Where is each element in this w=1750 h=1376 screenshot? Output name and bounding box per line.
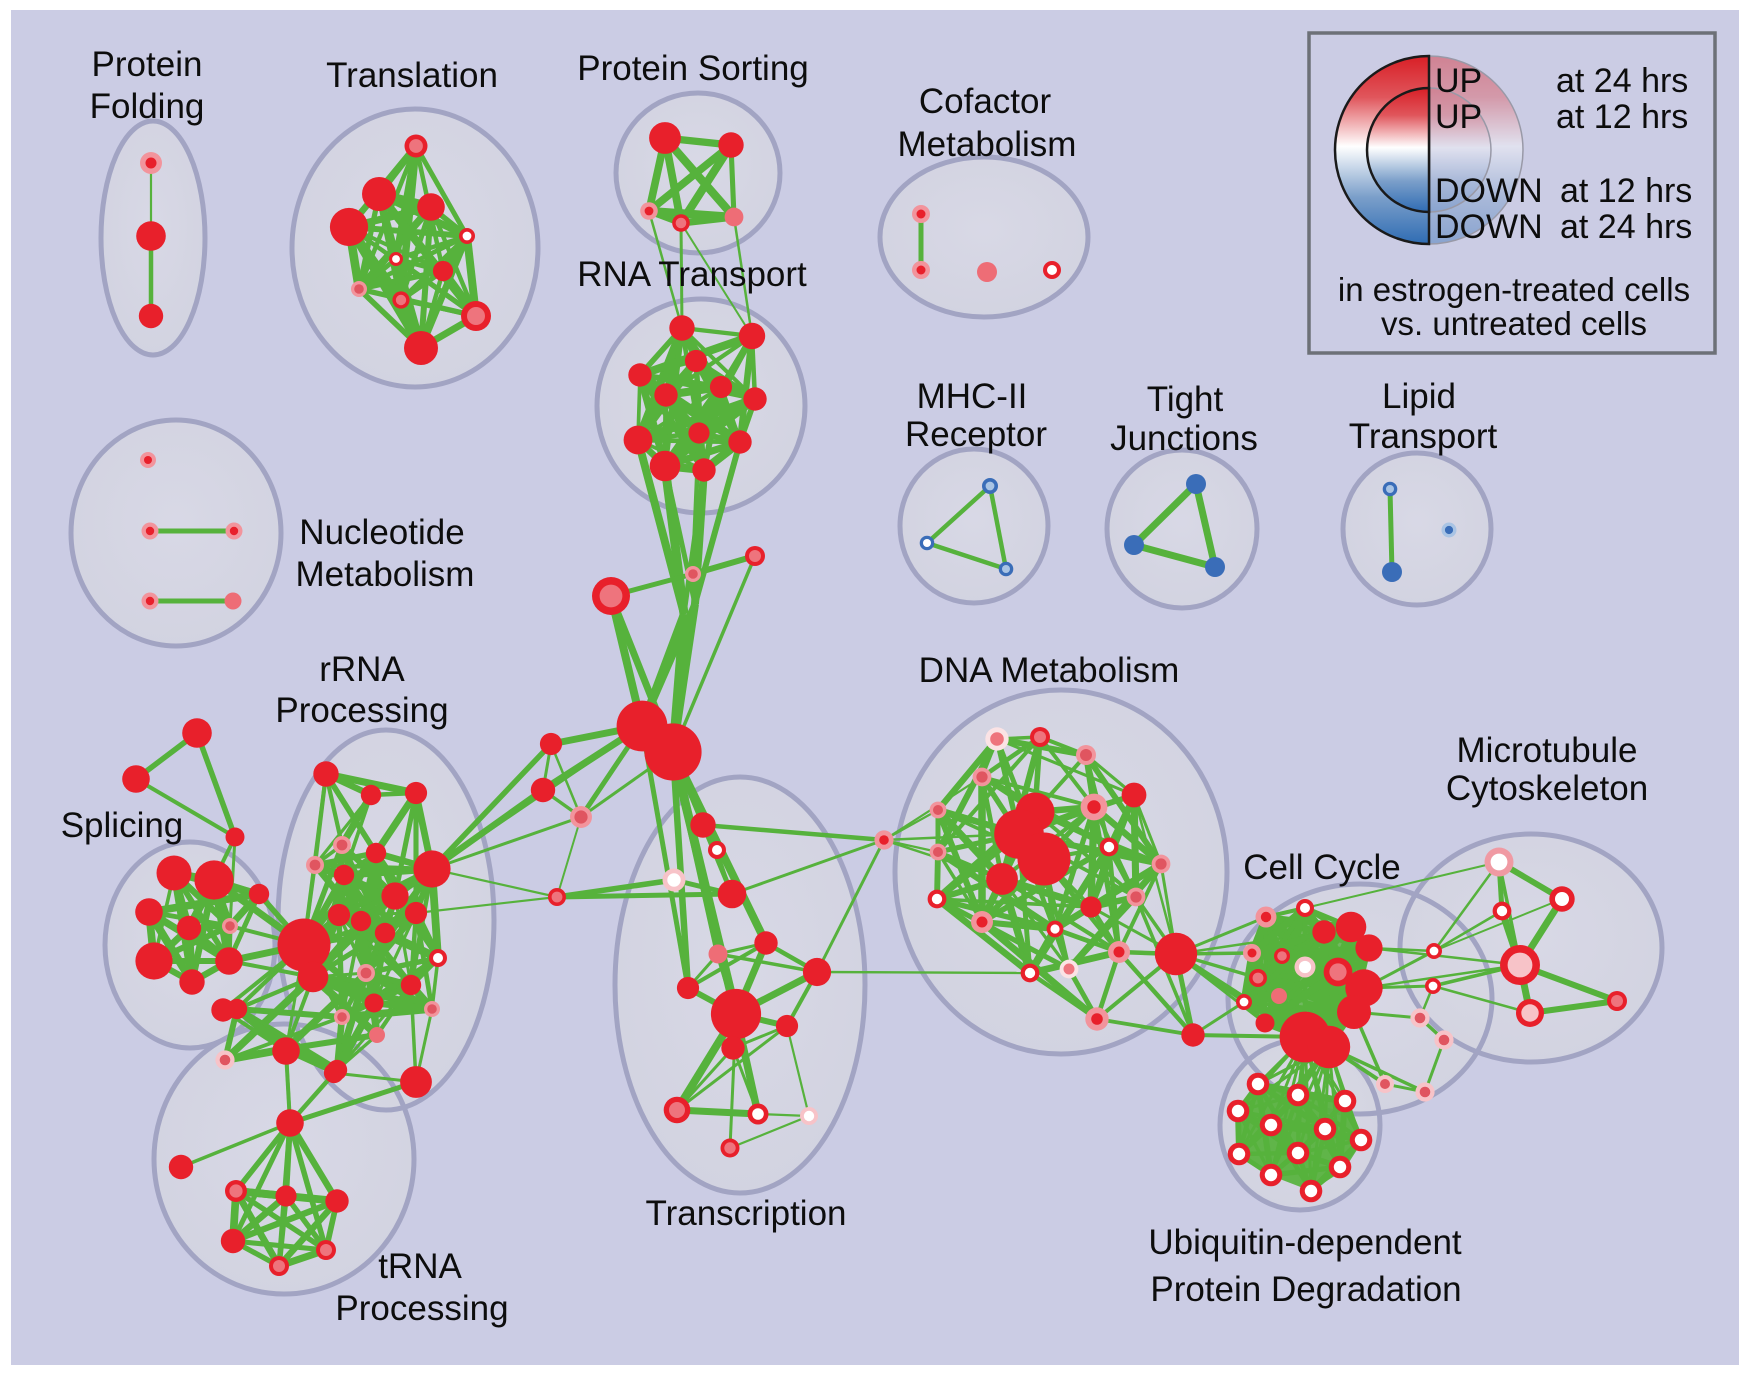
svg-text:DOWN: DOWN: [1435, 208, 1543, 246]
svg-text:Transcription: Transcription: [646, 1194, 847, 1233]
svg-text:UP: UP: [1435, 62, 1482, 100]
svg-text:Lipid: Lipid: [1382, 377, 1456, 416]
svg-text:DOWN: DOWN: [1435, 172, 1543, 210]
svg-text:Splicing: Splicing: [61, 806, 184, 845]
svg-text:Translation: Translation: [326, 56, 498, 95]
svg-text:rRNA: rRNA: [319, 650, 405, 689]
svg-text:Receptor: Receptor: [905, 415, 1047, 454]
svg-text:at 24 hrs: at 24 hrs: [1560, 208, 1692, 246]
svg-text:Cell Cycle: Cell Cycle: [1243, 848, 1401, 887]
svg-text:Ubiquitin-dependent: Ubiquitin-dependent: [1148, 1223, 1462, 1262]
svg-text:at 12 hrs: at 12 hrs: [1560, 172, 1692, 210]
svg-text:Protein: Protein: [92, 45, 203, 84]
svg-text:Junctions: Junctions: [1110, 419, 1258, 458]
svg-text:in estrogen-treated cells: in estrogen-treated cells: [1338, 271, 1690, 308]
svg-text:Cytoskeleton: Cytoskeleton: [1446, 769, 1648, 808]
svg-text:Processing: Processing: [275, 691, 448, 730]
svg-text:tRNA: tRNA: [378, 1247, 462, 1286]
svg-text:vs. untreated cells: vs. untreated cells: [1381, 305, 1647, 342]
svg-text:UP: UP: [1435, 98, 1482, 136]
svg-text:Cofactor: Cofactor: [919, 82, 1052, 121]
svg-text:RNA Transport: RNA Transport: [577, 255, 807, 294]
svg-text:at 24 hrs: at 24 hrs: [1556, 62, 1688, 100]
svg-text:at 12 hrs: at 12 hrs: [1556, 98, 1688, 136]
svg-text:Transport: Transport: [1349, 417, 1498, 456]
svg-text:Nucleotide: Nucleotide: [299, 513, 464, 552]
svg-text:Microtubule: Microtubule: [1457, 731, 1638, 770]
svg-text:Folding: Folding: [90, 87, 205, 126]
svg-text:Metabolism: Metabolism: [898, 125, 1077, 164]
svg-text:MHC-II: MHC-II: [917, 377, 1028, 416]
svg-text:DNA Metabolism: DNA Metabolism: [919, 651, 1180, 690]
svg-text:Tight: Tight: [1147, 380, 1224, 419]
svg-text:Processing: Processing: [335, 1289, 508, 1328]
svg-text:Metabolism: Metabolism: [296, 555, 475, 594]
svg-text:Protein Sorting: Protein Sorting: [577, 49, 809, 88]
svg-text:Protein Degradation: Protein Degradation: [1150, 1270, 1461, 1309]
